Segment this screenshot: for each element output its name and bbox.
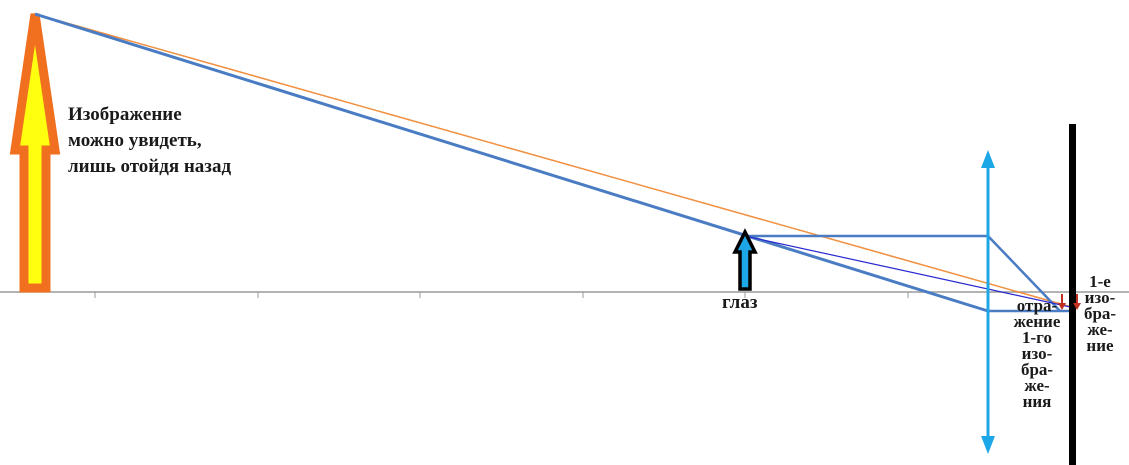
reflection-line-7: ния: [1022, 392, 1052, 411]
reflection-label: отра- жение 1-го изо- бра- же- ния: [1005, 296, 1069, 411]
eye-arrow: [732, 228, 758, 291]
reflection-line-5: бра-: [1020, 360, 1054, 379]
first-image-line-5: ние: [1086, 336, 1114, 355]
first-image-line-1: 1-е: [1089, 272, 1111, 291]
axis-ticks: [94, 292, 909, 298]
reflection-line-3: 1-го: [1022, 328, 1052, 347]
blue-ray-to-image: [987, 235, 1061, 312]
orange-ray: [34, 13, 1076, 309]
lens: [981, 150, 995, 454]
eye-label: глаз: [722, 292, 758, 313]
reflection-line-1: отра-: [1016, 296, 1058, 315]
note-line-3: лишь отойдя назад: [68, 156, 232, 177]
note-text: Изображение можно увидеть, лишь отойдя н…: [68, 102, 328, 180]
reflection-line-2: жение: [1013, 312, 1061, 331]
note-line-2: можно увидеть,: [68, 130, 202, 151]
first-image-arrows: [1058, 294, 1081, 310]
reflection-line-4: изо-: [1021, 344, 1053, 363]
blue-ray-long: [34, 12, 989, 313]
virtual-image-arrow: [9, 13, 61, 293]
first-image-line-4: же-: [1087, 320, 1113, 339]
first-image-label: 1-е изо- бра- же- ние: [1074, 272, 1126, 355]
first-image-line-3: бра-: [1083, 304, 1117, 323]
violet-ray: [744, 235, 1076, 309]
reflection-line-6: же-: [1024, 376, 1050, 395]
first-image-line-2: изо-: [1084, 288, 1116, 307]
screen-bar: [1069, 124, 1076, 465]
note-line-1: Изображение: [68, 104, 182, 125]
